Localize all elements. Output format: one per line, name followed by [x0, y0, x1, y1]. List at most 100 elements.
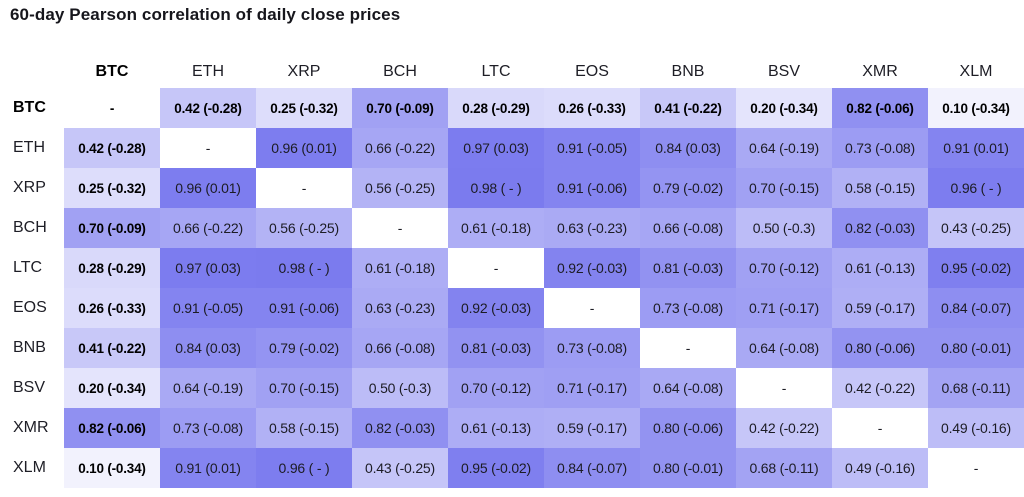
- matrix-cell-bnb-xrp: 0.79 (-0.02): [256, 328, 352, 368]
- matrix-cell-xrp-bch: 0.56 (-0.25): [352, 168, 448, 208]
- matrix-cell-ltc-btc: 0.28 (-0.29): [64, 248, 160, 288]
- matrix-cell-bnb-bch: 0.66 (-0.08): [352, 328, 448, 368]
- matrix-cell-xrp-xmr: 0.58 (-0.15): [832, 168, 928, 208]
- correlation-matrix: BTC ETH XRP BCH LTC EOS BNB BSV XMR XLM BTC -0.42 (…: [0, 55, 1024, 488]
- matrix-cell-xlm-xmr: 0.49 (-0.16): [832, 448, 928, 488]
- matrix-cell-eth-eos: 0.91 (-0.05): [544, 128, 640, 168]
- matrix-cell-bnb-btc: 0.41 (-0.22): [64, 328, 160, 368]
- matrix-cell-bnb-bsv: 0.64 (-0.08): [736, 328, 832, 368]
- matrix-cell-ltc-xlm: 0.95 (-0.02): [928, 248, 1024, 288]
- matrix-cell-btc-eth: 0.42 (-0.28): [160, 88, 256, 128]
- matrix-cell-xlm-ltc: 0.95 (-0.02): [448, 448, 544, 488]
- matrix-cell-bnb-xlm: 0.80 (-0.01): [928, 328, 1024, 368]
- matrix-cell-eth-bch: 0.66 (-0.22): [352, 128, 448, 168]
- row-header-xmr: XMR: [0, 408, 64, 448]
- matrix-cell-ltc-eth: 0.97 (0.03): [160, 248, 256, 288]
- matrix-cell-eos-bsv: 0.71 (-0.17): [736, 288, 832, 328]
- matrix-cell-bnb-xmr: 0.80 (-0.06): [832, 328, 928, 368]
- matrix-cell-bsv-xmr: 0.42 (-0.22): [832, 368, 928, 408]
- matrix-cell-xlm-xrp: 0.96 ( - ): [256, 448, 352, 488]
- chart-title: 60-day Pearson correlation of daily clos…: [10, 5, 401, 24]
- matrix-cell-bsv-xrp: 0.70 (-0.15): [256, 368, 352, 408]
- col-header-bch: BCH: [352, 55, 448, 88]
- matrix-cell-xrp-eth: 0.96 (0.01): [160, 168, 256, 208]
- col-header-btc: BTC: [64, 55, 160, 88]
- matrix-cell-bnb-eth: 0.84 (0.03): [160, 328, 256, 368]
- matrix-cell-xmr-eos: 0.59 (-0.17): [544, 408, 640, 448]
- matrix-cell-btc-bnb: 0.41 (-0.22): [640, 88, 736, 128]
- matrix-cell-bch-btc: 0.70 (-0.09): [64, 208, 160, 248]
- matrix-cell-eth-bnb: 0.84 (0.03): [640, 128, 736, 168]
- matrix-cell-bsv-bch: 0.50 (-0.3): [352, 368, 448, 408]
- row-header-eos: EOS: [0, 288, 64, 328]
- matrix-cell-xmr-ltc: 0.61 (-0.13): [448, 408, 544, 448]
- matrix-cell-btc-xmr: 0.82 (-0.06): [832, 88, 928, 128]
- matrix-cell-eos-eth: 0.91 (-0.05): [160, 288, 256, 328]
- matrix-cell-eth-xrp: 0.96 (0.01): [256, 128, 352, 168]
- matrix-cell-btc-xlm: 0.10 (-0.34): [928, 88, 1024, 128]
- matrix-cell-bsv-bnb: 0.64 (-0.08): [640, 368, 736, 408]
- col-header-bsv: BSV: [736, 55, 832, 88]
- matrix-cell-xrp-eos: 0.91 (-0.06): [544, 168, 640, 208]
- matrix-cell-xlm-bch: 0.43 (-0.25): [352, 448, 448, 488]
- matrix-cell-ltc-ltc: -: [448, 248, 544, 288]
- matrix-cell-eth-eth: -: [160, 128, 256, 168]
- row-header-bsv: BSV: [0, 368, 64, 408]
- matrix-cell-ltc-bsv: 0.70 (-0.12): [736, 248, 832, 288]
- matrix-cell-xmr-eth: 0.73 (-0.08): [160, 408, 256, 448]
- matrix-cell-ltc-xrp: 0.98 ( - ): [256, 248, 352, 288]
- matrix-cell-btc-btc: -: [64, 88, 160, 128]
- matrix-cell-xlm-btc: 0.10 (-0.34): [64, 448, 160, 488]
- col-header-xlm: XLM: [928, 55, 1024, 88]
- matrix-cell-bch-eos: 0.63 (-0.23): [544, 208, 640, 248]
- matrix-cell-btc-bch: 0.70 (-0.09): [352, 88, 448, 128]
- col-header-eth: ETH: [160, 55, 256, 88]
- matrix-cell-bch-bsv: 0.50 (-0.3): [736, 208, 832, 248]
- matrix-cell-xlm-xlm: -: [928, 448, 1024, 488]
- matrix-cell-btc-ltc: 0.28 (-0.29): [448, 88, 544, 128]
- matrix-cell-eos-bnb: 0.73 (-0.08): [640, 288, 736, 328]
- row-header-xlm: XLM: [0, 448, 64, 488]
- matrix-cell-bch-xrp: 0.56 (-0.25): [256, 208, 352, 248]
- matrix-cell-xmr-btc: 0.82 (-0.06): [64, 408, 160, 448]
- matrix-cell-btc-bsv: 0.20 (-0.34): [736, 88, 832, 128]
- matrix-cell-xlm-bnb: 0.80 (-0.01): [640, 448, 736, 488]
- matrix-cell-eos-eos: -: [544, 288, 640, 328]
- matrix-cell-bsv-xlm: 0.68 (-0.11): [928, 368, 1024, 408]
- row-header-bch: BCH: [0, 208, 64, 248]
- matrix-cell-bch-xlm: 0.43 (-0.25): [928, 208, 1024, 248]
- matrix-cell-bnb-bnb: -: [640, 328, 736, 368]
- matrix-cell-xmr-bnb: 0.80 (-0.06): [640, 408, 736, 448]
- matrix-cell-ltc-bch: 0.61 (-0.18): [352, 248, 448, 288]
- matrix-cell-eos-bch: 0.63 (-0.23): [352, 288, 448, 328]
- matrix-cell-xmr-bsv: 0.42 (-0.22): [736, 408, 832, 448]
- row-header-eth: ETH: [0, 128, 64, 168]
- matrix-cell-bch-bch: -: [352, 208, 448, 248]
- matrix-cell-xmr-bch: 0.82 (-0.03): [352, 408, 448, 448]
- matrix-corner: [0, 55, 64, 88]
- col-header-xmr: XMR: [832, 55, 928, 88]
- row-header-ltc: LTC: [0, 248, 64, 288]
- matrix-cell-ltc-xmr: 0.61 (-0.13): [832, 248, 928, 288]
- matrix-cell-xmr-xlm: 0.49 (-0.16): [928, 408, 1024, 448]
- matrix-cell-bsv-ltc: 0.70 (-0.12): [448, 368, 544, 408]
- matrix-cell-xlm-eos: 0.84 (-0.07): [544, 448, 640, 488]
- matrix-cell-btc-xrp: 0.25 (-0.32): [256, 88, 352, 128]
- matrix-cell-eth-bsv: 0.64 (-0.19): [736, 128, 832, 168]
- matrix-cell-xlm-eth: 0.91 (0.01): [160, 448, 256, 488]
- matrix-cell-xmr-xmr: -: [832, 408, 928, 448]
- matrix-cell-btc-eos: 0.26 (-0.33): [544, 88, 640, 128]
- col-header-ltc: LTC: [448, 55, 544, 88]
- matrix-cell-eth-xmr: 0.73 (-0.08): [832, 128, 928, 168]
- row-header-btc: BTC: [0, 88, 64, 128]
- matrix-cell-xrp-ltc: 0.98 ( - ): [448, 168, 544, 208]
- matrix-cell-eos-xrp: 0.91 (-0.06): [256, 288, 352, 328]
- matrix-cell-bsv-eos: 0.71 (-0.17): [544, 368, 640, 408]
- col-header-bnb: BNB: [640, 55, 736, 88]
- matrix-cell-eth-xlm: 0.91 (0.01): [928, 128, 1024, 168]
- matrix-cell-bch-xmr: 0.82 (-0.03): [832, 208, 928, 248]
- matrix-cell-eos-btc: 0.26 (-0.33): [64, 288, 160, 328]
- matrix-cell-xrp-xrp: -: [256, 168, 352, 208]
- matrix-cell-eth-btc: 0.42 (-0.28): [64, 128, 160, 168]
